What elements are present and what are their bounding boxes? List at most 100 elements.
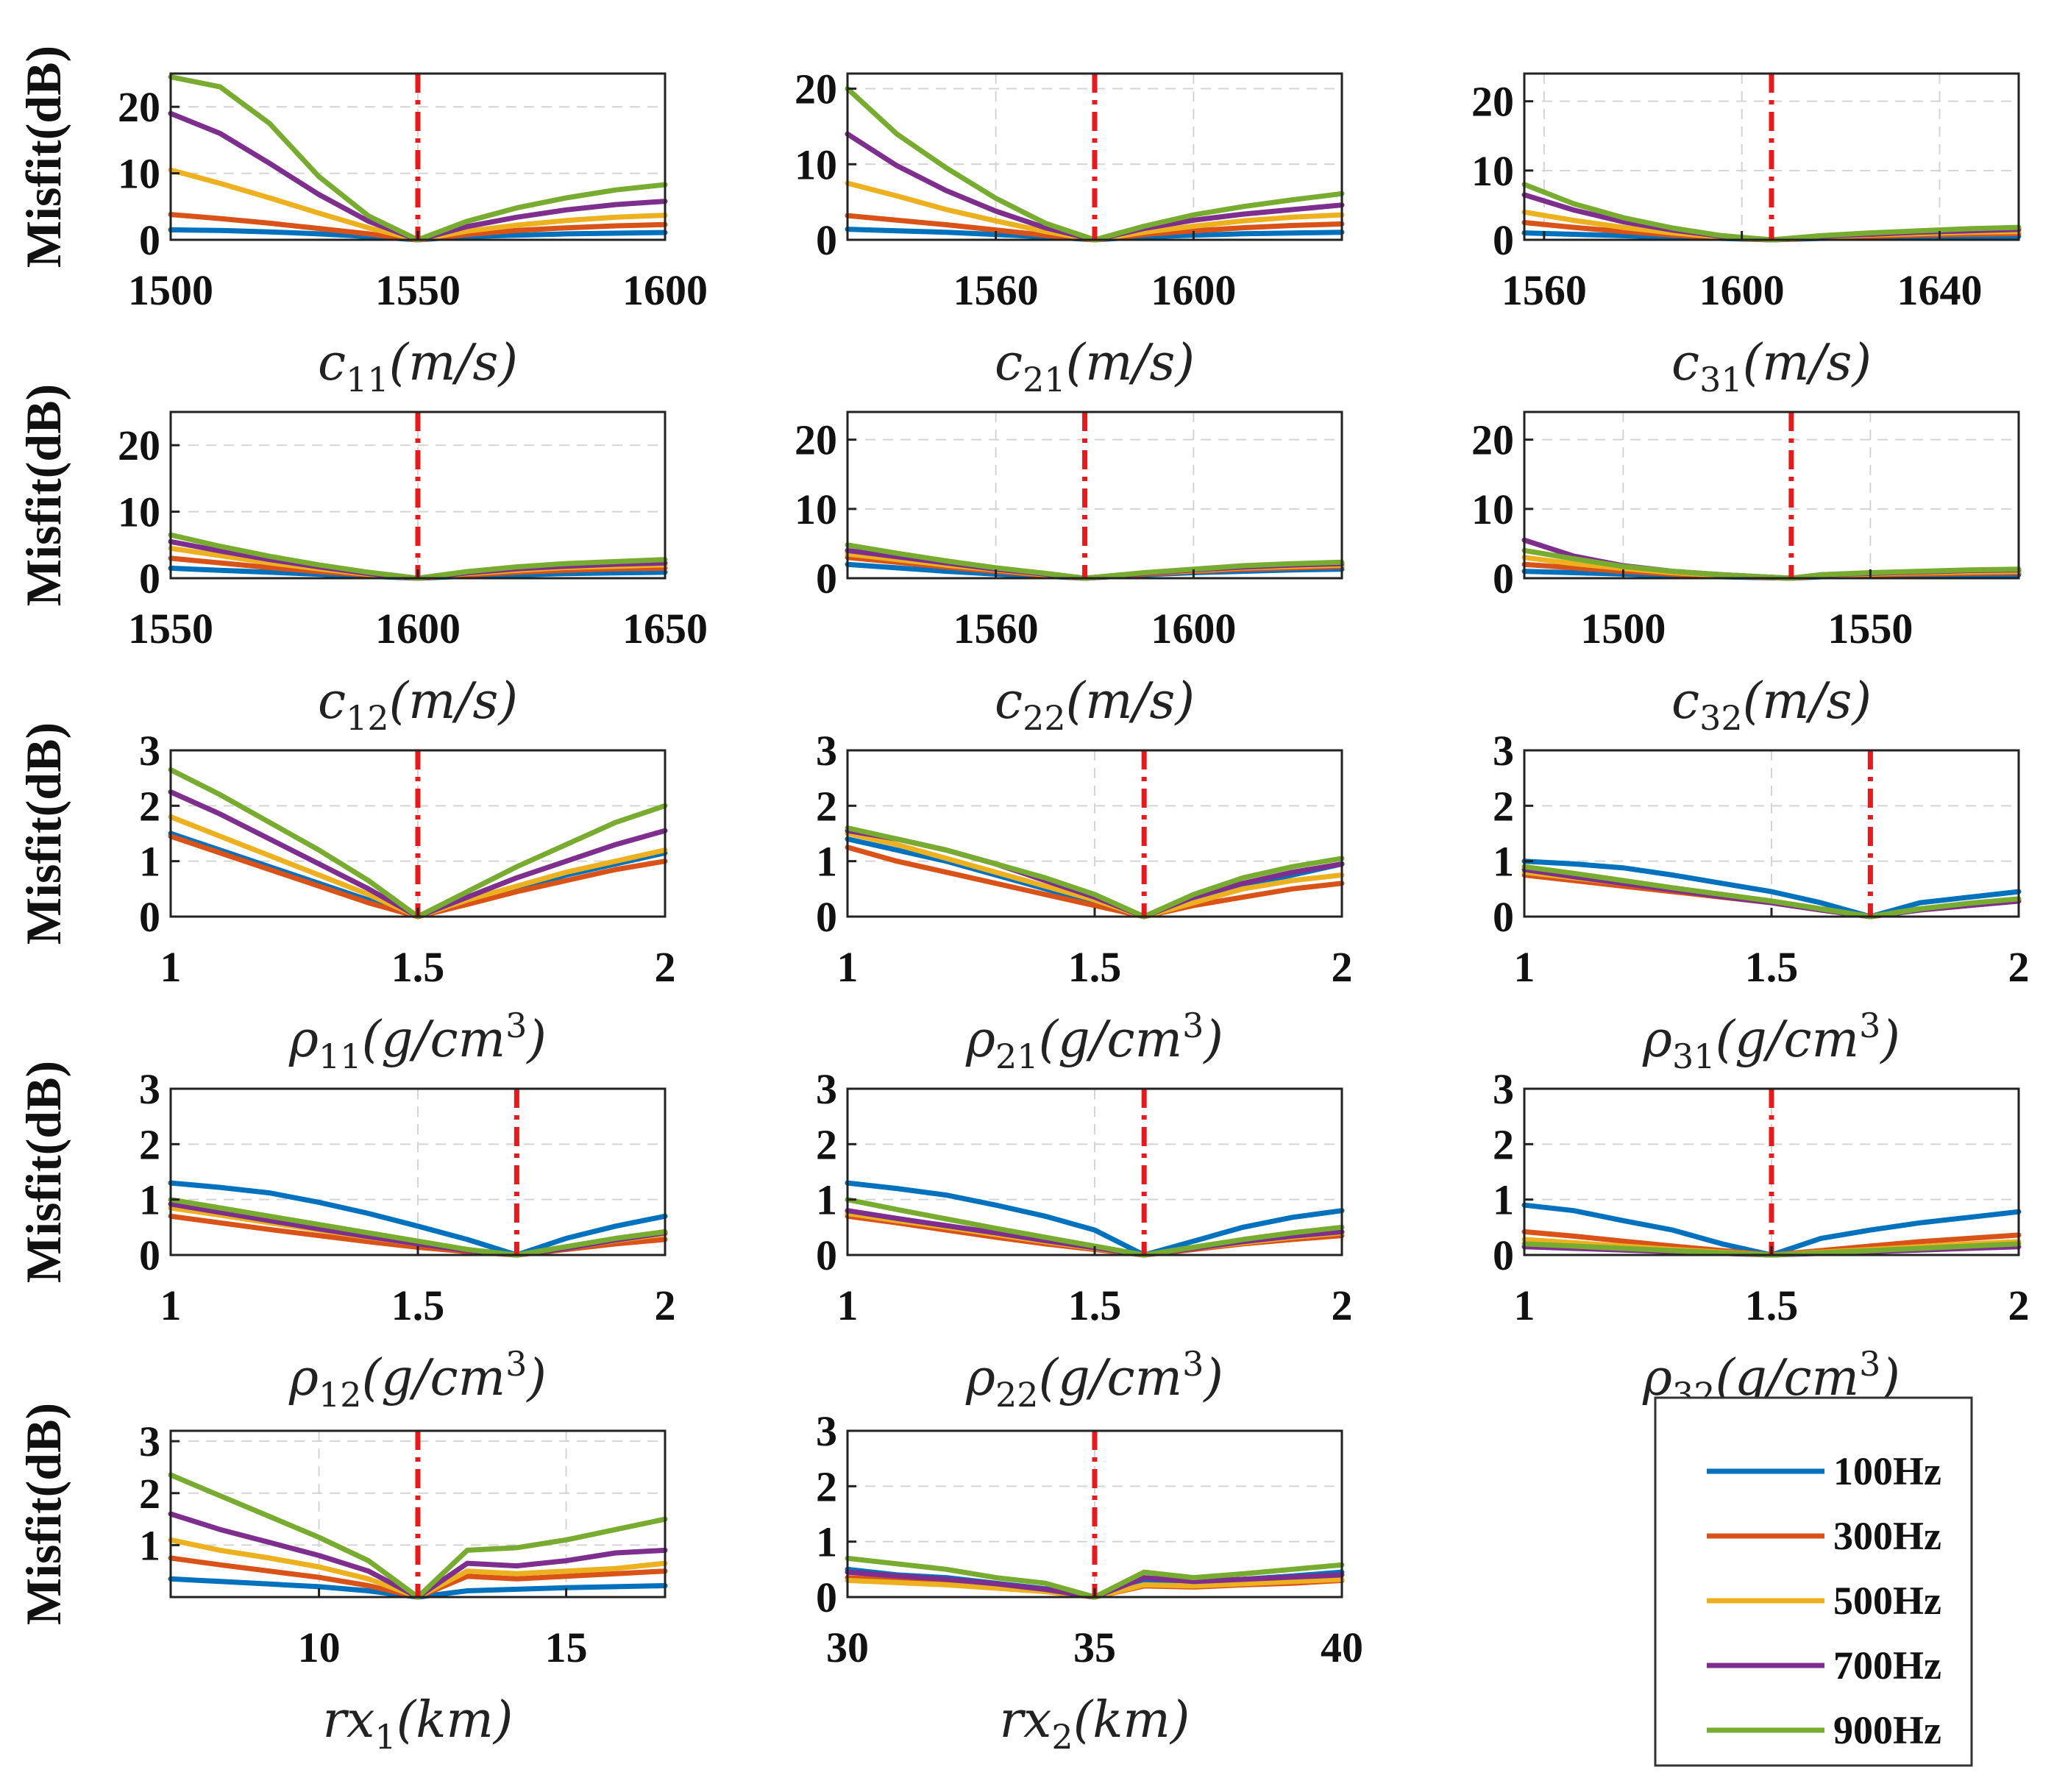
x-tick-label: 2 bbox=[655, 943, 676, 991]
y-axis-label: Misfit(dB) bbox=[15, 722, 71, 945]
y-tick-label: 0 bbox=[1493, 893, 1514, 941]
y-tick-label: 1 bbox=[816, 838, 837, 886]
y-tick-label: 1 bbox=[816, 1518, 837, 1566]
x-tick-label: 1.5 bbox=[1745, 1281, 1799, 1329]
x-tick-label: 1 bbox=[160, 1281, 182, 1329]
y-tick-label: 20 bbox=[1471, 416, 1514, 464]
y-tick-label: 10 bbox=[795, 486, 837, 533]
x-tick-label: 1600 bbox=[375, 605, 461, 653]
x-axis-label: ρ21(g/cm3) bbox=[965, 1006, 1223, 1076]
y-axis-label: Misfit(dB) bbox=[15, 1061, 71, 1283]
x-tick-label: 1600 bbox=[1151, 605, 1236, 653]
legend-label-500Hz: 500Hz bbox=[1833, 1579, 1941, 1623]
y-tick-label: 20 bbox=[118, 422, 160, 469]
y-axis-label: Misfit(dB) bbox=[15, 384, 71, 606]
y-tick-label: 3 bbox=[1493, 1065, 1514, 1113]
panel-4: 1550 1600 1650 0 10 20 Misfit(dB) c12(m/s) bbox=[15, 384, 708, 738]
x-tick-label: 1.5 bbox=[1745, 943, 1799, 991]
x-tick-label: 1.5 bbox=[391, 1281, 445, 1329]
legend: 100Hz 300Hz 500Hz 700Hz 900Hz bbox=[1654, 1396, 1973, 1767]
legend-label-100Hz: 100Hz bbox=[1833, 1449, 1941, 1493]
x-tick-label: 1.5 bbox=[1068, 943, 1122, 991]
x-axis-label: rx2(km) bbox=[1000, 1691, 1190, 1757]
y-tick-label: 0 bbox=[816, 555, 837, 602]
x-tick-label: 1500 bbox=[128, 266, 213, 314]
series-line-900Hz bbox=[845, 1197, 1345, 1258]
y-tick-label: 20 bbox=[795, 65, 837, 113]
series-line-300Hz bbox=[845, 845, 1345, 920]
y-axis-label: Misfit(dB) bbox=[15, 1403, 71, 1625]
y-tick-label: 1 bbox=[139, 1176, 160, 1224]
y-tick-label: 20 bbox=[118, 83, 160, 131]
legend-label-300Hz: 300Hz bbox=[1833, 1514, 1941, 1558]
y-tick-label: 3 bbox=[816, 1407, 837, 1455]
x-tick-label: 40 bbox=[1321, 1624, 1363, 1671]
x-axis-label: c12(m/s) bbox=[318, 672, 518, 738]
x-axis-label: rx1(km) bbox=[323, 1691, 514, 1757]
y-tick-label: 10 bbox=[118, 488, 160, 536]
y-tick-label: 2 bbox=[1493, 1120, 1514, 1168]
x-axis-label: c21(m/s) bbox=[995, 334, 1195, 399]
y-tick-label: 0 bbox=[139, 1231, 160, 1279]
series-line-100Hz bbox=[845, 1180, 1345, 1258]
y-tick-label: 0 bbox=[1493, 555, 1514, 602]
x-tick-label: 1 bbox=[837, 943, 859, 991]
y-tick-label: 0 bbox=[139, 555, 160, 602]
series-line-100Hz bbox=[168, 1180, 668, 1258]
series-line-100Hz bbox=[845, 836, 1345, 920]
legend-label-700Hz: 700Hz bbox=[1833, 1643, 1941, 1688]
x-tick-label: 35 bbox=[1073, 1624, 1116, 1671]
x-tick-label: 2 bbox=[2008, 1281, 2030, 1329]
y-tick-label: 0 bbox=[139, 216, 160, 264]
y-tick-label: 20 bbox=[1471, 78, 1514, 126]
y-tick-label: 0 bbox=[1493, 216, 1514, 264]
y-tick-label: 20 bbox=[795, 416, 837, 464]
x-tick-label: 1.5 bbox=[391, 943, 445, 991]
y-tick-label: 2 bbox=[139, 1120, 160, 1168]
y-tick-label: 3 bbox=[816, 727, 837, 775]
y-tick-label: 0 bbox=[1493, 1231, 1514, 1279]
axes-box bbox=[846, 410, 1343, 580]
x-tick-label: 15 bbox=[545, 1624, 588, 1671]
x-tick-label: 1640 bbox=[1897, 266, 1982, 314]
panel-13: 10 15 12 3 Misfit(dB) rx1(km) bbox=[15, 1403, 668, 1757]
x-axis-label: ρ12(g/cm3) bbox=[288, 1344, 547, 1415]
y-tick-label: 3 bbox=[1493, 727, 1514, 775]
axes-box bbox=[846, 72, 1343, 241]
x-tick-label: 1600 bbox=[1151, 266, 1236, 314]
legend-label-900Hz: 900Hz bbox=[1833, 1708, 1941, 1752]
y-tick-label: 1 bbox=[139, 1521, 160, 1569]
x-axis-label: ρ11(g/cm3) bbox=[288, 1006, 547, 1076]
x-tick-label: 1 bbox=[1514, 943, 1535, 991]
y-tick-label: 3 bbox=[139, 1065, 160, 1113]
x-axis-label: c11(m/s) bbox=[318, 334, 518, 399]
x-tick-label: 30 bbox=[826, 1624, 869, 1671]
x-tick-label: 1550 bbox=[375, 266, 461, 314]
x-axis-label: c22(m/s) bbox=[995, 672, 1195, 738]
y-tick-label: 1 bbox=[1493, 838, 1514, 886]
y-tick-label: 0 bbox=[816, 893, 837, 941]
y-tick-label: 2 bbox=[139, 1470, 160, 1518]
x-tick-label: 1560 bbox=[953, 605, 1039, 653]
y-tick-label: 2 bbox=[1493, 782, 1514, 830]
series-line-900Hz bbox=[845, 825, 1345, 920]
y-tick-label: 0 bbox=[816, 216, 837, 264]
y-tick-label: 10 bbox=[795, 141, 837, 188]
panel-6: 1500 1550 0 10 20 c32(m/s) bbox=[1471, 410, 2022, 738]
x-axis-label: ρ22(g/cm3) bbox=[965, 1344, 1223, 1415]
x-tick-label: 2 bbox=[1332, 943, 1353, 991]
axes-box bbox=[1523, 410, 2020, 580]
y-tick-label: 3 bbox=[139, 1418, 160, 1465]
y-tick-label: 1 bbox=[816, 1176, 837, 1224]
panel-1: 1500 1550 1600 0 10 20 Misfit(dB) c11(m/s) bbox=[15, 46, 708, 399]
series-line-100Hz bbox=[1521, 858, 2022, 920]
legend-box bbox=[1654, 1396, 1973, 1767]
x-axis-label: c31(m/s) bbox=[1671, 334, 1872, 399]
y-tick-label: 10 bbox=[118, 150, 160, 198]
